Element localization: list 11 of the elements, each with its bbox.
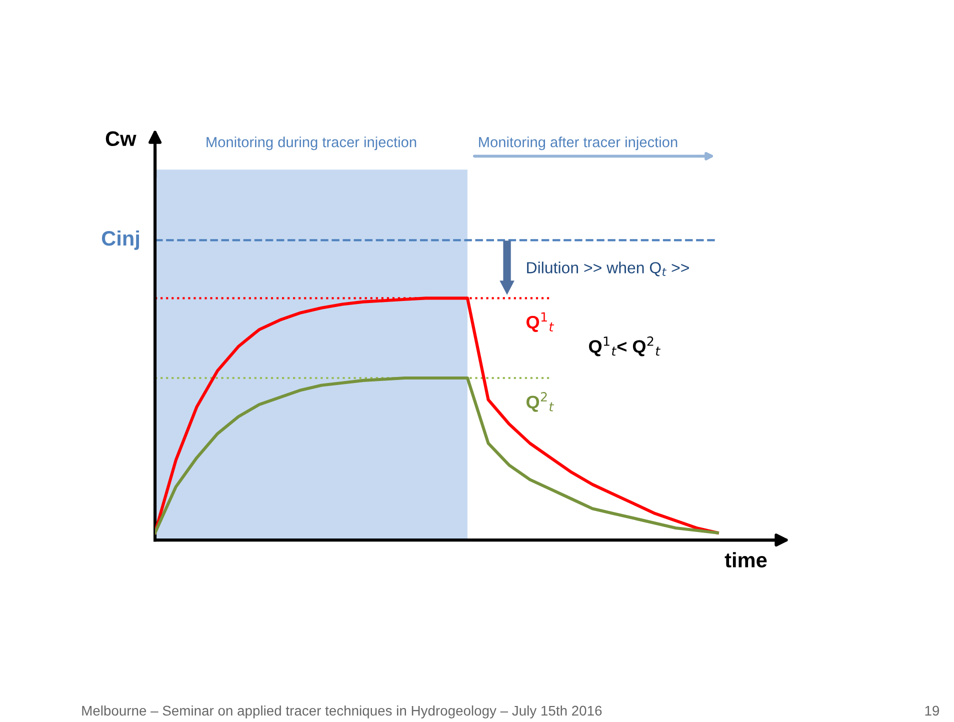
- text: Melbourne – Seminar on applied tracer techniques in Hydrogeology – July 15th 2016: [82, 705, 602, 718]
- x-axis-title: time: [724, 552, 767, 568]
- text: Q$^{1}$$_{t}$: [526, 312, 554, 332]
- annotation: Q$^{1}$$_{t}$< Q$^{2}$$_{t}$: [589, 336, 660, 356]
- text: Q$^{2}$$_{t}$: [526, 392, 554, 412]
- text: 19: [925, 706, 940, 716]
- text: Dilution >> when Q$_{t}$ >>: [527, 262, 689, 276]
- text: Monitoring after tracer injection: [479, 136, 678, 150]
- text: Monitoring during tracer injection: [206, 136, 416, 150]
- text: Cw: [106, 131, 136, 146]
- ref-line-label: Cinj: [102, 230, 139, 250]
